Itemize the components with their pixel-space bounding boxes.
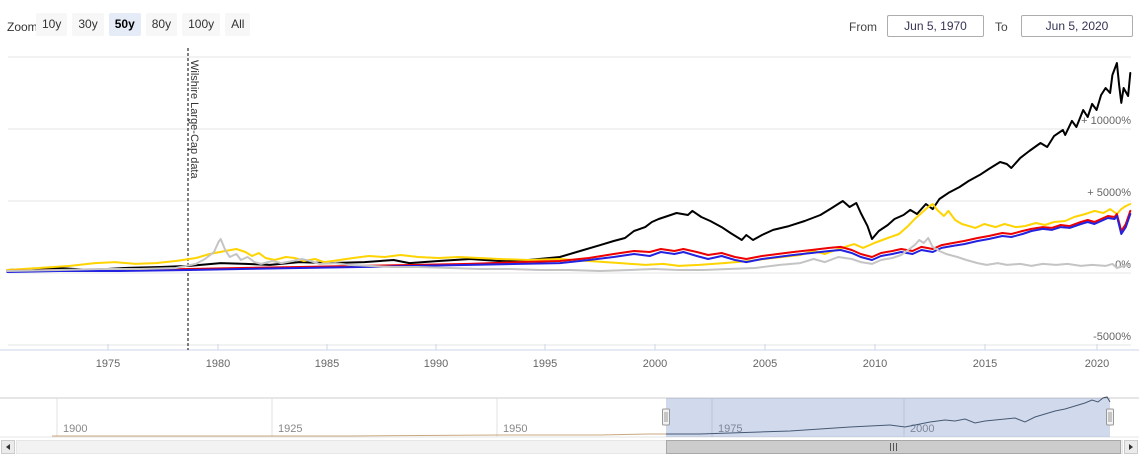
yellow-series [6, 203, 1132, 271]
x-axis-label: 1980 [206, 358, 230, 370]
navigator-axis-label: 1975 [718, 423, 742, 435]
zoom-button-80y[interactable]: 80y [145, 13, 178, 36]
annotation-label: Wilshire Large-Cap data [188, 60, 200, 179]
to-date-input[interactable] [1021, 15, 1133, 37]
grip-rifles-icon [890, 443, 897, 451]
blue-series [6, 213, 1132, 273]
from-label: From [849, 20, 877, 34]
navigator-series [666, 396, 1111, 435]
x-axis-label: 2000 [643, 358, 667, 370]
x-axis-label: 1985 [315, 358, 339, 370]
left-arrow-icon [6, 444, 10, 450]
red-series [6, 209, 1132, 272]
y-axis-label: -5000% [1093, 331, 1131, 343]
x-axis-label: 1995 [533, 358, 557, 370]
zoom-button-50y[interactable]: 50y [108, 13, 141, 36]
y-axis-label: + 5000% [1087, 187, 1131, 199]
scrollbar-left-button[interactable] [1, 440, 15, 454]
zoom-button-100y[interactable]: 100y [182, 13, 221, 36]
right-arrow-icon [1129, 444, 1133, 450]
navigator-axis-label: 1900 [63, 423, 87, 435]
zoom-button-All[interactable]: All [225, 13, 251, 36]
zoom-button-10y[interactable]: 10y [36, 13, 68, 36]
zoom-buttons: 10y 30y 50y 80y 100y All [36, 13, 251, 36]
scrollbar-right-button[interactable] [1124, 440, 1138, 454]
navigator-axis-label: 1925 [278, 423, 302, 435]
x-axis-label: 2020 [1085, 358, 1109, 370]
zoom-label: Zoom [7, 20, 38, 34]
navigator-series-outside [52, 433, 666, 437]
zoom-button-30y[interactable]: 30y [72, 13, 104, 36]
scrollbar-thumb[interactable] [666, 440, 1121, 454]
x-axis-label: 1990 [424, 358, 448, 370]
y-axis-label: + 10000% [1081, 115, 1131, 127]
to-label: To [995, 20, 1008, 34]
navigator-left-handle[interactable] [662, 408, 670, 426]
x-axis-label: 2015 [973, 358, 997, 370]
navigator-selected-range[interactable] [666, 398, 1110, 437]
gray-series [6, 237, 1132, 272]
navigator-axis-label: 1950 [503, 423, 527, 435]
navigator-right-handle[interactable] [1106, 408, 1114, 426]
black-series [6, 62, 1132, 271]
navigator-axis-label: 2000 [910, 423, 934, 435]
x-axis-label: 2005 [753, 358, 777, 370]
x-axis-label: 1975 [96, 358, 120, 370]
x-axis-label: 2010 [863, 358, 887, 370]
from-date-input[interactable] [887, 15, 984, 37]
